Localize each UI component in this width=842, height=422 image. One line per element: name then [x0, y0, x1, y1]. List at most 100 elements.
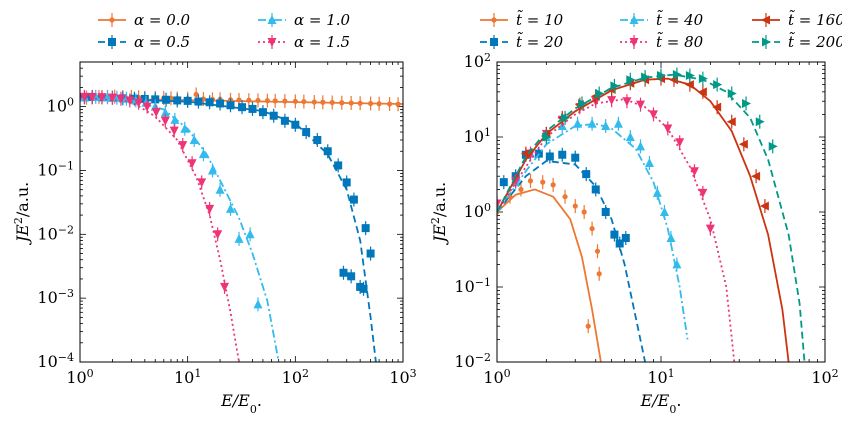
legend-entry: t̃ = 20 [480, 32, 564, 51]
legend-marker [761, 15, 770, 25]
data-point [607, 96, 617, 106]
model-curve [497, 188, 602, 362]
data-point [652, 187, 662, 197]
data-point [193, 91, 199, 98]
plot-area [80, 87, 403, 362]
data-point [183, 96, 192, 105]
data-point [292, 98, 298, 104]
legend-entry: t̃ = 160 [752, 10, 842, 29]
data-point [644, 158, 654, 168]
y-tick-label: 10−1 [454, 276, 491, 297]
data-point [258, 108, 267, 117]
data-point [162, 95, 171, 104]
data-point [589, 226, 595, 232]
data-point [768, 141, 778, 151]
legend-marker [490, 38, 498, 46]
data-point [272, 98, 278, 104]
data-point [572, 203, 578, 209]
data-point [140, 94, 149, 103]
data-point [349, 195, 358, 204]
plot-area [497, 67, 806, 362]
data-point [666, 233, 676, 243]
data-point [302, 128, 311, 137]
model-curve [80, 97, 280, 362]
data-point [220, 282, 230, 292]
data-point [395, 101, 401, 107]
data-point [613, 118, 623, 128]
y-axis-label: JE2/a.u. [12, 182, 33, 246]
model-curve [497, 122, 689, 340]
series-2 [80, 89, 280, 362]
data-point [116, 94, 126, 104]
data-point [610, 81, 620, 91]
data-point [684, 80, 694, 90]
right-panel: 100 101 102 10−2 10−1 100 101 102 E/E0. JE2/a.u. t… [429, 10, 842, 416]
data-point [561, 113, 571, 123]
y-tick-label: 102 [464, 51, 491, 72]
legend-marker [629, 38, 639, 47]
data-point [675, 138, 685, 148]
data-point [540, 179, 546, 185]
y-tick-label: 10−1 [37, 159, 74, 180]
legend-marker [267, 38, 277, 47]
y-tick-label: 101 [464, 126, 491, 147]
data-point [626, 75, 636, 85]
data-point [625, 132, 635, 141]
legend-label: α = 1.5 [294, 33, 350, 51]
y-axis-label: JE2/a.u. [429, 182, 450, 246]
legend-label: α = 1.0 [294, 11, 351, 29]
legend-label: t̃ = 40 [656, 10, 704, 29]
legend-label: α = 0.5 [134, 33, 190, 51]
x-tick-label: 100 [483, 367, 510, 388]
legend-marker [267, 15, 277, 24]
legend-entry: α = 0.5 [98, 33, 190, 51]
data-point [573, 118, 583, 128]
data-point [759, 201, 769, 211]
data-point [726, 117, 736, 127]
data-point [207, 165, 217, 175]
data-point [198, 149, 208, 159]
data-point [238, 103, 247, 112]
data-point [596, 271, 602, 277]
legend-label: t̃ = 10 [516, 10, 564, 29]
data-point [712, 102, 722, 112]
data-point [280, 116, 289, 125]
legend: α = 0.0 α = 0.5 α = 1.0 α = 1.5 [98, 11, 351, 51]
legend-label: t̃ = 80 [656, 32, 704, 51]
data-point [705, 224, 715, 234]
legend-marker [629, 15, 639, 24]
data-point [107, 93, 117, 103]
data-point [550, 182, 556, 188]
legend-entry: t̃ = 10 [480, 10, 564, 29]
plot-frame [79, 61, 404, 363]
data-point [527, 178, 534, 184]
data-point [97, 93, 107, 103]
plot-frame [496, 61, 826, 363]
legend-entry: t̃ = 80 [620, 32, 704, 51]
data-point [169, 126, 179, 136]
model-curve [80, 96, 240, 362]
data-point [376, 101, 382, 107]
data-point [641, 72, 651, 82]
data-point [178, 141, 188, 151]
legend-marker [491, 17, 497, 23]
data-point [213, 230, 223, 240]
data-point [320, 99, 326, 105]
data-point [246, 97, 252, 103]
data-point [339, 100, 345, 106]
data-point [282, 98, 288, 104]
data-point [234, 233, 244, 243]
data-point [313, 136, 322, 145]
data-point [697, 87, 707, 97]
data-point [621, 234, 630, 243]
data-point [663, 124, 673, 134]
data-point [497, 199, 502, 209]
data-point [334, 161, 343, 170]
series-3 [80, 89, 240, 362]
series-0 [497, 173, 602, 362]
legend-label: α = 0.0 [134, 11, 191, 29]
data-point [499, 178, 508, 187]
x-tick-label: 102 [282, 367, 309, 388]
legend-label: t̃ = 160 [788, 10, 842, 29]
